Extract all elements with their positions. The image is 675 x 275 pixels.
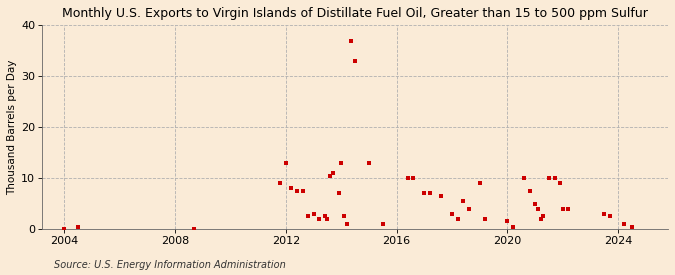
- Point: [346, 39, 356, 43]
- Point: [533, 207, 543, 211]
- Point: [555, 181, 566, 185]
- Point: [189, 226, 200, 231]
- Point: [508, 224, 518, 229]
- Point: [563, 207, 574, 211]
- Point: [325, 174, 335, 178]
- Point: [333, 191, 344, 196]
- Point: [599, 212, 610, 216]
- Point: [281, 161, 292, 165]
- Point: [402, 176, 413, 180]
- Point: [447, 212, 458, 216]
- Point: [475, 181, 485, 185]
- Point: [339, 214, 350, 219]
- Title: Monthly U.S. Exports to Virgin Islands of Distillate Fuel Oil, Greater than 15 t: Monthly U.S. Exports to Virgin Islands o…: [62, 7, 648, 20]
- Point: [73, 224, 84, 229]
- Point: [302, 214, 313, 219]
- Point: [59, 226, 70, 231]
- Point: [535, 217, 546, 221]
- Point: [408, 176, 418, 180]
- Point: [297, 189, 308, 193]
- Point: [342, 222, 352, 226]
- Point: [538, 214, 549, 219]
- Point: [292, 189, 302, 193]
- Point: [308, 212, 319, 216]
- Point: [275, 181, 286, 185]
- Point: [435, 194, 446, 198]
- Point: [419, 191, 430, 196]
- Point: [364, 161, 375, 165]
- Point: [319, 214, 330, 219]
- Point: [322, 217, 333, 221]
- Point: [605, 214, 616, 219]
- Point: [336, 161, 347, 165]
- Point: [530, 201, 541, 206]
- Point: [327, 171, 338, 175]
- Point: [480, 217, 491, 221]
- Point: [618, 222, 629, 226]
- Y-axis label: Thousand Barrels per Day: Thousand Barrels per Day: [7, 59, 17, 195]
- Point: [502, 219, 513, 224]
- Point: [549, 176, 560, 180]
- Point: [518, 176, 529, 180]
- Point: [452, 217, 463, 221]
- Point: [543, 176, 554, 180]
- Point: [350, 59, 360, 63]
- Point: [425, 191, 435, 196]
- Point: [626, 224, 637, 229]
- Point: [314, 217, 325, 221]
- Point: [377, 222, 388, 226]
- Point: [458, 199, 468, 203]
- Point: [524, 189, 535, 193]
- Text: Source: U.S. Energy Information Administration: Source: U.S. Energy Information Administ…: [54, 260, 286, 270]
- Point: [286, 186, 297, 191]
- Point: [463, 207, 474, 211]
- Point: [558, 207, 568, 211]
